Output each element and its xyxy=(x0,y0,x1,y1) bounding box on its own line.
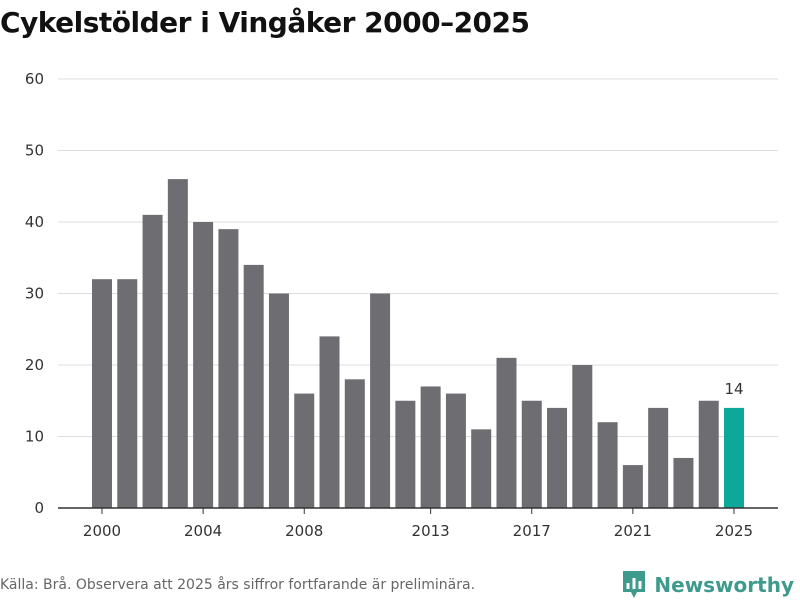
bar-2025 xyxy=(724,407,744,508)
bar-2020 xyxy=(597,422,618,508)
brand-name: Newsworthy xyxy=(654,573,794,597)
y-tick-label-20: 20 xyxy=(25,356,44,374)
y-tick-label-40: 40 xyxy=(25,213,44,231)
bar-2022 xyxy=(648,407,669,508)
bar-2011 xyxy=(370,293,391,508)
x-tick-label-2021: 2021 xyxy=(614,522,652,540)
bar-2010 xyxy=(344,379,365,508)
bar-2021 xyxy=(622,465,643,508)
data-labels: 14 xyxy=(724,380,743,398)
bars xyxy=(92,179,744,508)
bar-2008 xyxy=(294,393,315,508)
chart-title: Cykelstölder i Vingåker 2000–2025 xyxy=(0,6,530,39)
bar-2009 xyxy=(319,336,340,508)
bar-2007 xyxy=(268,293,289,508)
y-axis: 0 10 20 30 40 50 60 xyxy=(25,70,44,517)
bar-2023 xyxy=(673,457,694,508)
bar-2017 xyxy=(521,400,542,508)
bar-2005 xyxy=(218,229,239,508)
bar-2014 xyxy=(445,393,466,508)
bar-2004 xyxy=(193,222,214,508)
bar-2015 xyxy=(471,429,492,508)
newsworthy-logo-icon xyxy=(623,571,646,598)
bar-2001 xyxy=(117,279,138,508)
x-tick-label-2017: 2017 xyxy=(513,522,551,540)
y-tick-label-60: 60 xyxy=(25,70,44,88)
y-tick-label-30: 30 xyxy=(25,285,44,303)
bar-2018 xyxy=(547,407,568,508)
source-note: Källa: Brå. Observera att 2025 års siffr… xyxy=(0,577,476,593)
bar-2016 xyxy=(496,357,517,508)
x-tick-label-2008: 2008 xyxy=(285,522,323,540)
x-axis: 2000 2004 2008 2013 2017 2021 2025 xyxy=(58,507,778,540)
bar-2000 xyxy=(92,279,112,508)
x-tick-label-2025: 2025 xyxy=(715,522,753,540)
bar-2024 xyxy=(698,400,719,508)
y-tick-label-50: 50 xyxy=(25,142,44,160)
gridlines xyxy=(58,78,778,437)
y-tick-label-10: 10 xyxy=(25,428,44,446)
y-tick-label-0: 0 xyxy=(34,499,44,517)
bar-2012 xyxy=(395,400,416,508)
brand: Newsworthy xyxy=(622,570,794,600)
x-tick-label-2013: 2013 xyxy=(412,522,450,540)
x-tick-label-2000: 2000 xyxy=(83,522,121,540)
bar-2013 xyxy=(420,386,441,508)
bar-2006 xyxy=(243,264,264,508)
bar-2019 xyxy=(572,365,593,508)
bar-2002 xyxy=(142,214,163,508)
x-tick-label-2004: 2004 xyxy=(184,522,222,540)
data-label-2025: 14 xyxy=(724,380,743,398)
bar-2003 xyxy=(167,179,188,508)
